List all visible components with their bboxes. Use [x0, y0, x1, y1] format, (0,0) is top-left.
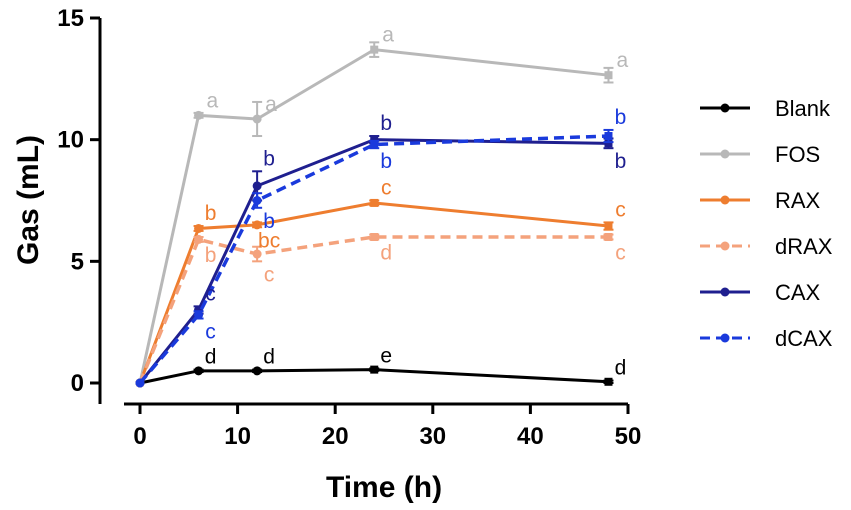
data-point [194, 366, 204, 376]
significance-letter: c [264, 263, 275, 286]
significance-letter: b [263, 147, 275, 170]
legend-item-cax: CAX [700, 280, 821, 305]
legend-item-fos: FOS [700, 142, 820, 167]
y-tick-label: 5 [71, 248, 84, 275]
legend-label: dCAX [775, 326, 833, 351]
legend-label: Blank [775, 96, 831, 121]
significance-letter: d [263, 346, 275, 369]
significance-letter: a [265, 93, 277, 116]
significance-letter: c [615, 198, 626, 221]
data-point [370, 233, 379, 241]
data-point [604, 377, 613, 386]
legend-label: CAX [775, 280, 821, 305]
significance-letter: d [615, 357, 627, 380]
series-fos [135, 41, 614, 388]
axes [98, 18, 628, 406]
significance-letter: b [205, 202, 217, 225]
legend-marker [720, 241, 730, 251]
legend-label: FOS [775, 142, 820, 167]
significance-letter: b [615, 150, 627, 173]
legend-marker [720, 149, 730, 159]
data-point [370, 365, 379, 374]
significance-letter: b [615, 106, 627, 129]
data-point [135, 378, 145, 388]
significance-letter: c [205, 321, 216, 344]
x-tick-label: 50 [615, 423, 642, 450]
significance-letter: bc [258, 229, 280, 252]
significance-letter: c [381, 177, 392, 200]
legend-marker [720, 103, 730, 113]
legend-item-drax: dRAX [700, 234, 833, 259]
x-tick-label: 30 [419, 423, 446, 450]
significance-letter: d [205, 346, 217, 369]
data-point [370, 198, 379, 207]
legend-item-dcax: dCAX [700, 326, 833, 351]
legend-label: RAX [775, 188, 821, 213]
significance-letter: b [380, 150, 392, 173]
series-dcax [135, 128, 614, 388]
significance-letter: c [615, 241, 626, 264]
significance-letter: c [205, 282, 216, 305]
legend-item-blank: Blank [700, 96, 831, 121]
significance-letter: e [380, 344, 392, 367]
legend-item-rax: RAX [700, 188, 821, 213]
data-point [194, 310, 204, 320]
data-point [604, 132, 613, 141]
significance-letter: a [207, 89, 219, 112]
data-point [604, 233, 613, 241]
data-point [252, 196, 262, 205]
x-tick-label: 10 [224, 423, 251, 450]
data-point [252, 181, 262, 191]
significance-letter: b [205, 244, 217, 267]
x-ticks: 0 10 20 30 40 50 [133, 404, 641, 450]
data-point [604, 139, 613, 148]
data-point [252, 366, 262, 376]
y-tick-label: 0 [71, 370, 84, 397]
data-point [370, 140, 379, 149]
data-point [194, 234, 204, 244]
data-point [194, 110, 204, 120]
legend: Blank FOS RAX dRAX CAX dCAX [700, 96, 833, 351]
x-tick-label: 0 [133, 423, 146, 450]
series-layer [135, 41, 614, 388]
significance-letter: b [380, 112, 392, 135]
legend-marker [720, 287, 730, 297]
y-axis-title: Gas (mL) [12, 135, 45, 265]
data-point [194, 223, 204, 233]
x-tick-label: 40 [517, 423, 544, 450]
data-point [252, 220, 262, 230]
y-ticks: 0 5 10 15 [57, 5, 100, 397]
data-point [604, 222, 613, 231]
x-tick-label: 20 [322, 423, 349, 450]
legend-marker [720, 195, 730, 205]
data-point [604, 71, 613, 80]
legend-label: dRAX [775, 234, 833, 259]
significance-letter: a [616, 49, 628, 72]
data-point [252, 249, 262, 259]
data-point [252, 114, 262, 124]
y-tick-label: 15 [57, 5, 84, 32]
data-point [370, 45, 379, 54]
significance-letter: b [263, 210, 275, 233]
significance-letter: d [380, 241, 392, 264]
x-axis-title: Time (h) [326, 471, 442, 504]
data-point [370, 135, 379, 144]
significance-letter: a [382, 24, 394, 47]
y-tick-label: 10 [57, 127, 84, 154]
series-blank [135, 365, 614, 388]
legend-marker [720, 333, 730, 343]
